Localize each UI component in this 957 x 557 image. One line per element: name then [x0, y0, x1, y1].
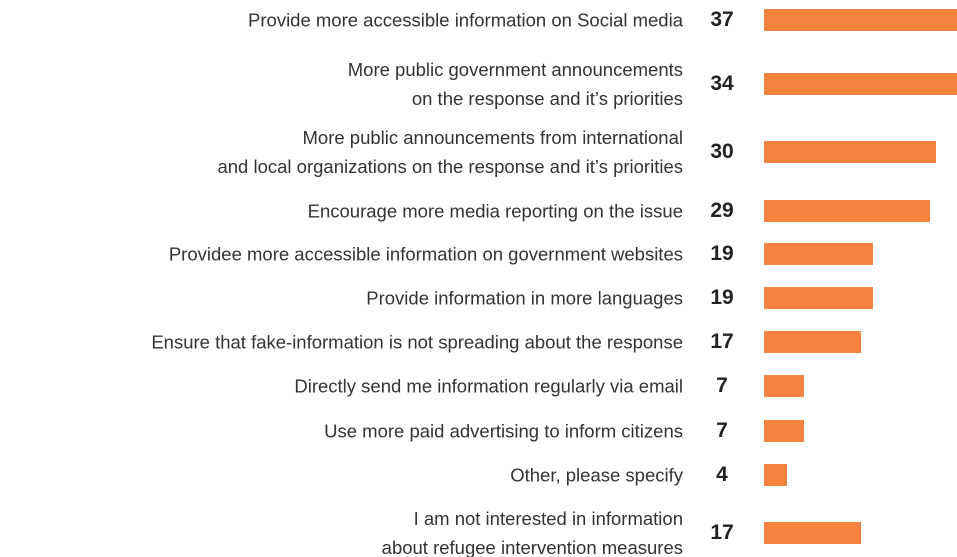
value-label: 30	[710, 140, 734, 163]
value-label: 17	[710, 330, 734, 353]
category-label: More public announcements from internati…	[217, 127, 683, 177]
category-label: Encourage more media reporting on the is…	[307, 200, 683, 222]
category-label: Other, please specify	[510, 464, 683, 486]
category-label: Directly send me information regularly v…	[294, 375, 683, 397]
value-label: 19	[710, 242, 734, 265]
category-label: Use more paid advertising to inform citi…	[324, 420, 683, 442]
category-label: Provide information in more languages	[366, 287, 683, 309]
value-label: 17	[710, 521, 734, 544]
bar	[764, 522, 862, 544]
bar	[764, 420, 805, 442]
value-label: 4	[716, 463, 728, 486]
bar	[764, 141, 936, 163]
category-label: Provide more accessible information on S…	[248, 9, 683, 31]
category-label: Providee more accessible information on …	[168, 243, 683, 265]
bar	[764, 200, 931, 222]
category-label: Ensure that fake-information is not spre…	[151, 331, 683, 353]
value-label: 37	[710, 8, 734, 31]
value-label: 7	[716, 374, 728, 397]
category-label: More public government announcements on …	[347, 59, 683, 109]
value-label: 34	[710, 72, 734, 95]
bar	[764, 331, 862, 353]
bar	[764, 287, 873, 309]
value-label: 29	[710, 199, 734, 222]
bar	[764, 243, 873, 265]
bar	[764, 464, 787, 486]
category-label: I am not interested in information about…	[381, 508, 683, 557]
bar	[764, 73, 957, 95]
bar	[764, 9, 957, 31]
value-label: 7	[716, 419, 728, 442]
value-label: 19	[710, 286, 734, 309]
bar	[764, 375, 805, 397]
